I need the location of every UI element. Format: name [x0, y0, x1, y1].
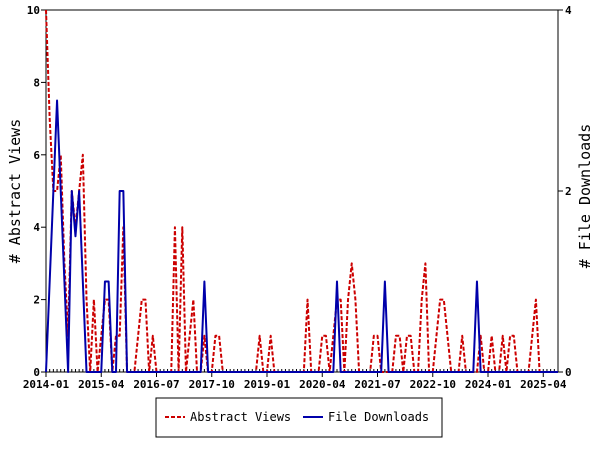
- y-right-tick-label: 2: [565, 185, 572, 198]
- x-tick-label: 2021-07: [354, 378, 400, 391]
- series-layer: [45, 9, 558, 373]
- y-left-tick-label: 10: [27, 4, 40, 17]
- y-left-tick-label: 4: [33, 221, 40, 234]
- y-right-axis-ticks: 0 2 4: [558, 4, 572, 379]
- x-tick-label: 2017-10: [189, 378, 235, 391]
- y-left-tick-label: 8: [33, 76, 40, 89]
- y-left-tick-label: 2: [33, 294, 40, 307]
- x-axis-ticks: 2014-01 2015-04 2016-07 2017-10 2019-01 2020-…: [23, 372, 567, 391]
- y-left-tick-label: 6: [33, 149, 40, 162]
- y-right-tick-label: 4: [565, 4, 572, 17]
- x-tick-label: 2016-07: [133, 378, 179, 391]
- series-line-file-downloads: [45, 99, 558, 373]
- x-tick-label: 2020-04: [299, 378, 346, 391]
- legend-label-file-downloads: File Downloads: [328, 410, 429, 424]
- y-right-tick-label: 0: [565, 366, 572, 379]
- x-tick-label: 2015-04: [78, 378, 125, 391]
- y-left-axis-title: # Abstract Views: [6, 119, 24, 264]
- x-tick-label: 2025-04: [520, 378, 567, 391]
- y-left-axis-ticks: 0 2 4 6 8 10: [27, 4, 46, 379]
- x-tick-label: 2019-01: [244, 378, 291, 391]
- legend: Abstract Views File Downloads: [155, 397, 443, 438]
- x-tick-label: 2014-01: [23, 378, 70, 391]
- legend-box: [155, 397, 443, 438]
- y-left-tick-label: 0: [33, 366, 40, 379]
- legend-label-abstract-views: Abstract Views: [190, 410, 291, 424]
- y-right-axis-title: # File Downloads: [576, 124, 594, 269]
- x-tick-label: 2022-10: [410, 378, 456, 391]
- plot-area: [45, 9, 559, 373]
- x-tick-label: 2024-01: [465, 378, 512, 391]
